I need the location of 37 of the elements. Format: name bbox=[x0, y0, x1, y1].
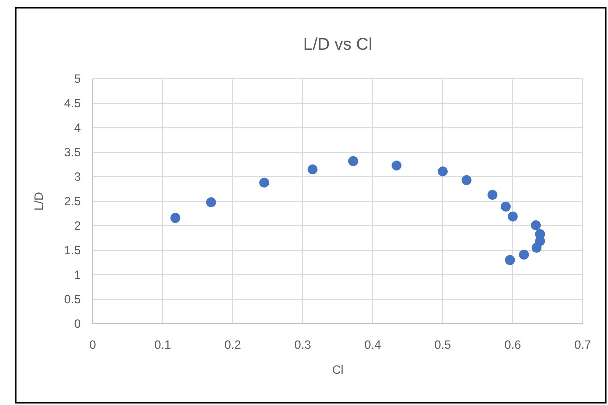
y-tick-label: 3.5 bbox=[64, 146, 82, 160]
point bbox=[501, 202, 511, 212]
point bbox=[508, 212, 518, 222]
point bbox=[392, 160, 402, 171]
point bbox=[438, 166, 448, 177]
point bbox=[531, 220, 542, 231]
y-tick-label: 2 bbox=[74, 219, 82, 234]
x-tick-label: 0.4 bbox=[364, 338, 382, 352]
x-tick-label: 0.5 bbox=[434, 338, 452, 352]
point bbox=[170, 213, 181, 224]
x-axis-title: Cl bbox=[332, 363, 344, 377]
point bbox=[532, 243, 542, 254]
y-tick-label: 4 bbox=[74, 121, 82, 136]
y-tick-label: 3 bbox=[74, 170, 82, 184]
x-tick-label: 0.7 bbox=[574, 338, 592, 352]
y-tick-label: 4.5 bbox=[64, 96, 82, 111]
y-tick-label: 0.5 bbox=[64, 292, 82, 307]
y-tick-label: 1.5 bbox=[64, 244, 82, 258]
y-tick-label: 5 bbox=[74, 72, 82, 86]
x-tick-label: 0.2 bbox=[224, 338, 242, 352]
point bbox=[519, 250, 530, 260]
point bbox=[308, 164, 318, 175]
y-tick-label: 2.5 bbox=[64, 194, 82, 209]
y-axis-title: L/D bbox=[32, 192, 46, 211]
y-tick-label: 0 bbox=[74, 317, 82, 332]
x-tick-label: 0.1 bbox=[154, 338, 172, 352]
point bbox=[462, 175, 472, 186]
x-tick-label: 0 bbox=[90, 338, 97, 352]
point bbox=[488, 190, 498, 200]
point bbox=[505, 255, 516, 266]
point bbox=[348, 156, 358, 166]
x-tick-label: 0.3 bbox=[294, 338, 312, 352]
y-tick-label: 1 bbox=[74, 268, 82, 282]
chart-title: L/D vs Cl bbox=[304, 35, 372, 54]
point bbox=[206, 197, 216, 208]
x-tick-label: 0.6 bbox=[504, 338, 522, 352]
point bbox=[260, 178, 270, 188]
